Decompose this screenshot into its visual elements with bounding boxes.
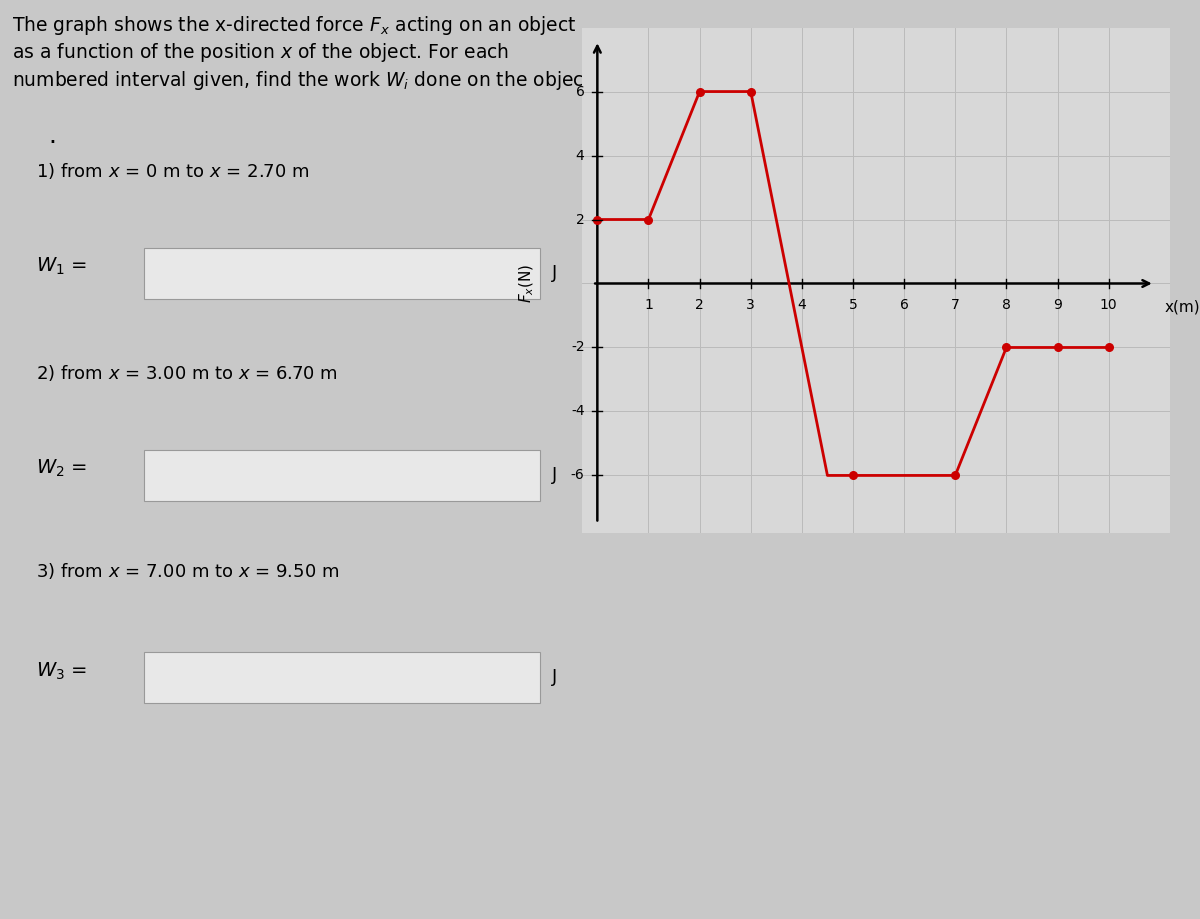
Text: 1) from $x$ = 0 m to $x$ = 2.70 m: 1) from $x$ = 0 m to $x$ = 2.70 m <box>36 161 310 181</box>
Text: x(m): x(m) <box>1165 300 1200 314</box>
Point <box>638 212 658 227</box>
Text: 6: 6 <box>576 85 584 98</box>
Text: J: J <box>552 668 557 686</box>
Text: 9: 9 <box>1054 298 1062 312</box>
FancyBboxPatch shape <box>144 248 540 299</box>
Point <box>844 468 863 482</box>
Point <box>1099 340 1118 355</box>
Text: -6: -6 <box>571 469 584 482</box>
Text: 4: 4 <box>576 149 584 163</box>
Text: 10: 10 <box>1100 298 1117 312</box>
Point <box>742 85 761 99</box>
Text: .: . <box>48 124 56 148</box>
Text: as a function of the position $x$ of the object. For each: as a function of the position $x$ of the… <box>12 41 509 64</box>
Text: $W_2$ =: $W_2$ = <box>36 458 88 480</box>
Text: -2: -2 <box>571 340 584 355</box>
Text: 4: 4 <box>798 298 806 312</box>
FancyBboxPatch shape <box>144 450 540 501</box>
Text: J: J <box>552 264 557 282</box>
Text: 8: 8 <box>1002 298 1010 312</box>
Text: numbered interval given, find the work $W_i$ done on the object.: numbered interval given, find the work $… <box>12 69 596 92</box>
Point <box>997 340 1016 355</box>
Text: $F_x$(N): $F_x$(N) <box>517 264 536 303</box>
Text: -4: -4 <box>571 404 584 418</box>
Text: 1: 1 <box>644 298 653 312</box>
Point <box>1048 340 1067 355</box>
FancyBboxPatch shape <box>144 652 540 703</box>
Point <box>946 468 965 482</box>
Text: 6: 6 <box>900 298 908 312</box>
Text: 5: 5 <box>848 298 857 312</box>
Text: $W_3$ =: $W_3$ = <box>36 660 88 682</box>
Text: 2: 2 <box>576 212 584 226</box>
Text: 2: 2 <box>695 298 704 312</box>
Point <box>588 212 607 227</box>
Text: J: J <box>552 466 557 484</box>
Text: The graph shows the x-directed force $F_x$ acting on an object: The graph shows the x-directed force $F_… <box>12 14 576 37</box>
Text: 2) from $x$ = 3.00 m to $x$ = 6.70 m: 2) from $x$ = 3.00 m to $x$ = 6.70 m <box>36 363 338 383</box>
Point <box>690 85 709 99</box>
Text: 3: 3 <box>746 298 755 312</box>
Text: 7: 7 <box>950 298 960 312</box>
Text: 3) from $x$ = 7.00 m to $x$ = 9.50 m: 3) from $x$ = 7.00 m to $x$ = 9.50 m <box>36 561 340 581</box>
Text: $W_1$ =: $W_1$ = <box>36 255 88 278</box>
